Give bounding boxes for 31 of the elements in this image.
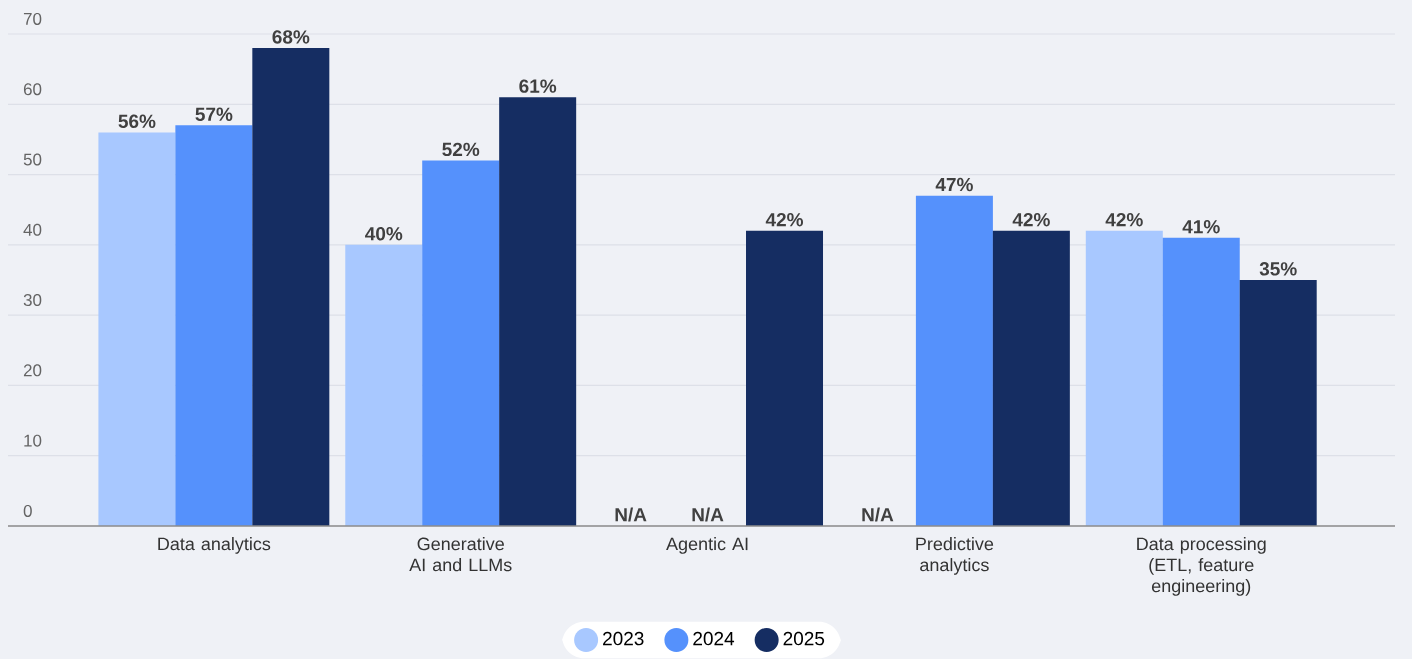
data-label: 42% [1105,212,1143,227]
data-label: 42% [765,212,804,227]
legend-label: 2024 [693,631,735,646]
y-tick-label: 30 [23,294,42,307]
x-tick-label: Data processing (ETL, feature engineering) [1137,537,1266,596]
data-label: 40% [365,227,403,241]
data-label: 56% [118,114,156,128]
x-tick-label: Data analytics [158,537,271,554]
x-tick-label: Agentic AI [666,537,748,554]
legend-label: 2025 [783,631,825,646]
y-tick-label: 0 [23,504,32,517]
data-label: 42% [1012,212,1050,227]
data-label: 68% [272,30,310,44]
data-label: 47% [935,177,973,192]
y-tick-label: 10 [24,434,42,447]
text: N/A [615,507,647,522]
data-label: 52% [442,142,480,157]
text: N/A [862,507,894,522]
y-tick-label: 40 [23,223,42,236]
data-label: 61% [519,79,557,93]
y-tick-label: 60 [23,83,42,96]
data-label: 35% [1259,262,1297,276]
text: N/A [692,507,724,522]
x-tick-label: Generative AI and LLMs [409,537,512,572]
y-tick-label: 20 [23,364,42,377]
data-label: 41% [1182,220,1220,234]
y-tick-label: 50 [23,153,42,166]
y-tick-label: 70 [23,12,42,25]
x-tick-label: Predictive analytics [916,537,994,575]
data-label: 57% [195,107,233,121]
legend-label: 2023 [603,631,644,646]
